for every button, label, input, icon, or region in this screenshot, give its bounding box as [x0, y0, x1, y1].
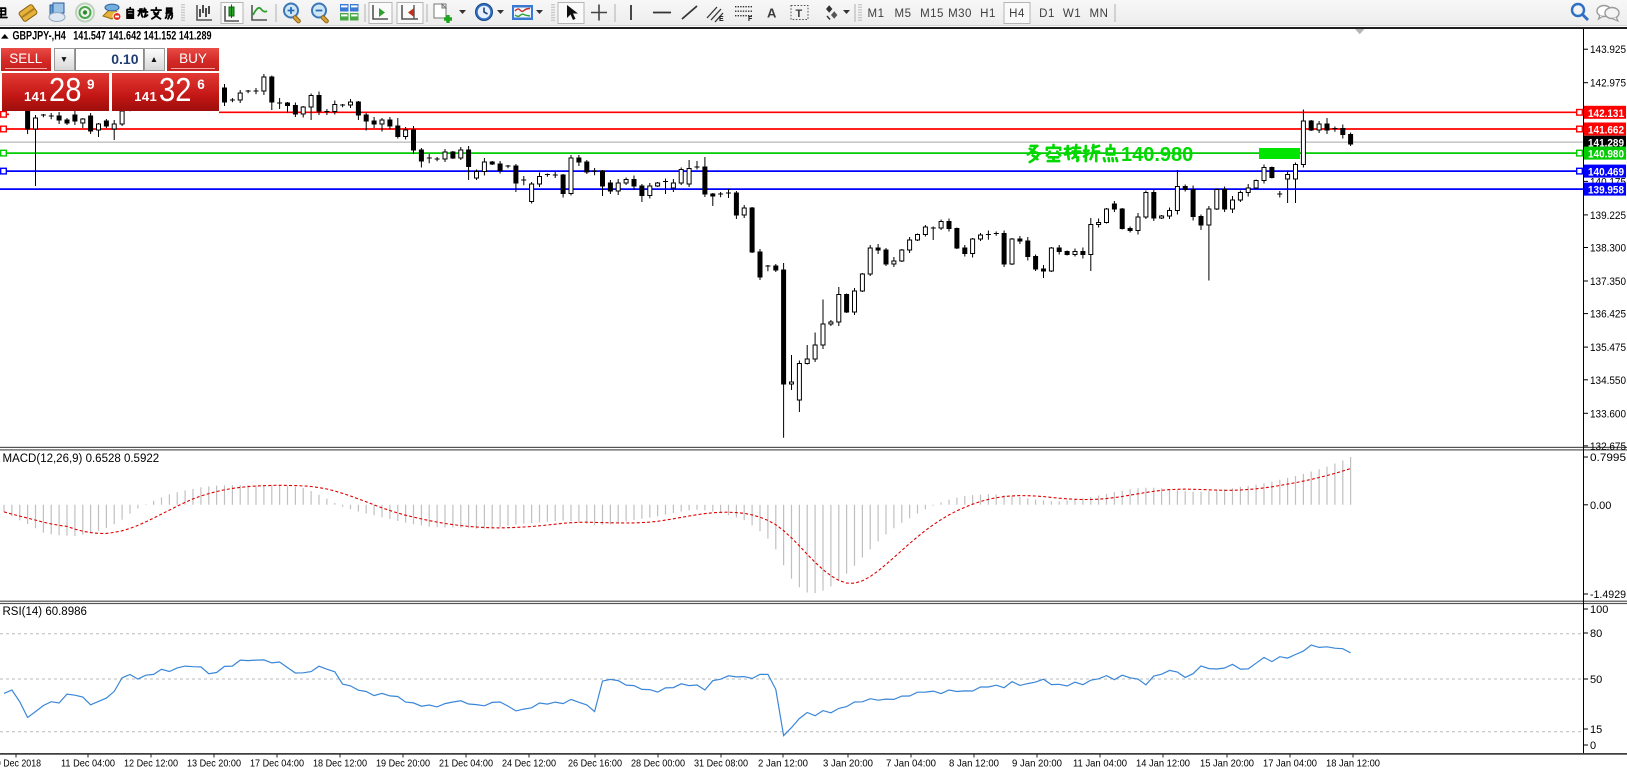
svg-text:19 Dec 20:00: 19 Dec 20:00 — [376, 758, 430, 770]
svg-text:9 Jan 20:00: 9 Jan 20:00 — [1012, 758, 1062, 770]
svg-text:31 Dec 08:00: 31 Dec 08:00 — [694, 758, 748, 770]
svg-text:18 Dec 12:00: 18 Dec 12:00 — [313, 758, 367, 770]
svg-text:13 Dec 20:00: 13 Dec 20:00 — [187, 758, 241, 770]
svg-text:7 Jan 04:00: 7 Jan 04:00 — [886, 758, 936, 770]
svg-text:140.469: 140.469 — [1588, 167, 1624, 179]
svg-text:M15: M15 — [920, 8, 944, 20]
svg-text:H4: H4 — [1009, 8, 1025, 20]
svg-text:142.975: 142.975 — [1590, 78, 1626, 90]
svg-text:15 Jan 20:00: 15 Jan 20:00 — [1200, 758, 1254, 770]
svg-text:MACD(12,26,9) 0.6528 0.5922: MACD(12,26,9) 0.6528 0.5922 — [3, 453, 160, 465]
svg-text:140.980: 140.980 — [1121, 144, 1193, 166]
svg-text:0.00: 0.00 — [1590, 500, 1611, 512]
svg-text:21 Dec 04:00: 21 Dec 04:00 — [439, 758, 493, 770]
svg-text:15: 15 — [1590, 724, 1602, 736]
svg-text:11 Dec 04:00: 11 Dec 04:00 — [61, 758, 115, 770]
svg-text:100: 100 — [1590, 604, 1608, 616]
svg-text:MN: MN — [1090, 8, 1109, 20]
svg-text:26 Dec 16:00: 26 Dec 16:00 — [568, 758, 622, 770]
svg-text:135.475: 135.475 — [1590, 342, 1626, 354]
svg-text:M1: M1 — [868, 8, 885, 20]
svg-text:M30: M30 — [948, 8, 972, 20]
svg-text:136.425: 136.425 — [1590, 309, 1626, 321]
svg-text:17 Jan 04:00: 17 Jan 04:00 — [1263, 758, 1317, 770]
svg-text:10 Dec 2018: 10 Dec 2018 — [0, 758, 41, 770]
svg-text:141.662: 141.662 — [1588, 125, 1624, 137]
svg-text:139.225: 139.225 — [1590, 210, 1626, 222]
svg-text:18 Jan 12:00: 18 Jan 12:00 — [1326, 758, 1380, 770]
svg-text:0: 0 — [1590, 740, 1596, 752]
svg-text:50: 50 — [1590, 674, 1602, 686]
svg-text:133.600: 133.600 — [1590, 408, 1626, 420]
svg-text:2 Jan 12:00: 2 Jan 12:00 — [758, 758, 808, 770]
svg-text:28 Dec 00:00: 28 Dec 00:00 — [631, 758, 685, 770]
svg-text:M5: M5 — [895, 8, 912, 20]
svg-text:W1: W1 — [1063, 8, 1081, 20]
svg-text:-1.4929: -1.4929 — [1590, 589, 1626, 601]
svg-text:E: E — [719, 16, 724, 23]
svg-text:12 Dec 12:00: 12 Dec 12:00 — [124, 758, 178, 770]
svg-text:142.131: 142.131 — [1588, 108, 1624, 120]
svg-text:140.980: 140.980 — [1588, 149, 1624, 161]
svg-text:H1: H1 — [980, 8, 996, 20]
svg-text:143.925: 143.925 — [1590, 44, 1626, 56]
svg-text:0.7995: 0.7995 — [1590, 452, 1626, 464]
svg-text:D1: D1 — [1039, 8, 1055, 20]
svg-text:T: T — [796, 8, 803, 20]
svg-text:132.675: 132.675 — [1590, 441, 1626, 453]
svg-text:RSI(14) 60.8986: RSI(14) 60.8986 — [3, 606, 87, 618]
svg-text:8 Jan 12:00: 8 Jan 12:00 — [949, 758, 999, 770]
svg-text:14 Jan 12:00: 14 Jan 12:00 — [1136, 758, 1190, 770]
svg-text:F: F — [748, 16, 753, 23]
svg-text:GBPJPY-,H4 141.547 141.642 1: GBPJPY-,H4 141.547 141.642 141.152 141.2… — [13, 31, 212, 43]
svg-text:138.300: 138.300 — [1590, 243, 1626, 255]
svg-text:80: 80 — [1590, 628, 1602, 640]
svg-text:139.958: 139.958 — [1588, 185, 1624, 197]
svg-text:11 Jan 04:00: 11 Jan 04:00 — [1073, 758, 1127, 770]
svg-text:17 Dec 04:00: 17 Dec 04:00 — [250, 758, 304, 770]
svg-text:137.350: 137.350 — [1590, 276, 1626, 288]
svg-text:3 Jan 20:00: 3 Jan 20:00 — [823, 758, 873, 770]
svg-text:A: A — [767, 6, 777, 21]
svg-text:134.550: 134.550 — [1590, 375, 1626, 387]
svg-text:24 Dec 12:00: 24 Dec 12:00 — [502, 758, 556, 770]
